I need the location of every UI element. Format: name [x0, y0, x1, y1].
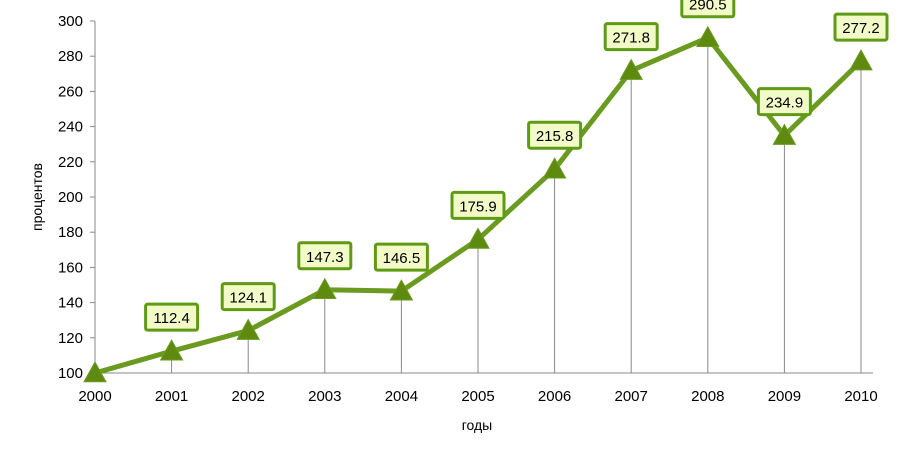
x-axis-title: годы	[462, 417, 493, 433]
data-point-marker	[236, 318, 261, 340]
data-label-box	[450, 190, 506, 220]
y-tick-label: 100	[58, 365, 83, 382]
data-label-box	[603, 22, 659, 52]
x-tick-label: 2007	[615, 388, 648, 405]
x-tick-label: 2008	[691, 388, 724, 405]
x-tick-label: 2009	[768, 388, 801, 405]
x-tick-label: 2000	[78, 388, 111, 405]
x-tick-label: 2001	[155, 388, 188, 405]
data-label: 175.9	[459, 198, 497, 215]
y-tick-label: 200	[58, 189, 83, 206]
y-axis-title: процентов	[29, 163, 45, 231]
x-tick-label: 2003	[308, 388, 341, 405]
series	[83, 25, 873, 383]
x-tick-label: 2005	[461, 388, 494, 405]
data-label-box	[756, 87, 812, 117]
data-point-marker	[695, 25, 720, 48]
data-point-marker	[466, 227, 490, 249]
data-point-marker	[389, 279, 414, 301]
data-label-box	[297, 241, 353, 271]
y-tick-label: 160	[58, 259, 83, 276]
data-point-marker	[542, 157, 567, 179]
data-label: 215.8	[536, 128, 574, 145]
drop-lines	[171, 37, 862, 373]
data-label: 277.2	[842, 20, 880, 37]
data-labels: 112.4 124.1 147.3 146.5 175.9 215.8 271.8 290.5…	[144, 0, 889, 332]
data-point-marker	[619, 58, 644, 80]
y-tick-label: 300	[58, 13, 83, 30]
data-label-box	[680, 0, 736, 19]
y-tick-label: 180	[58, 224, 83, 241]
y-tick-label: 260	[58, 83, 83, 100]
data-point-marker	[849, 49, 873, 71]
x-tick-label: 2004	[385, 388, 418, 405]
x-axis-ticks: 2000 2001 2002 2003 2004 2005 2006 2007 2008 2009…	[78, 388, 877, 405]
y-tick-label: 120	[58, 330, 83, 347]
data-label: 124.1	[229, 290, 267, 307]
data-point-marker	[159, 339, 184, 361]
data-label: 147.3	[306, 249, 344, 266]
data-label-box	[144, 302, 200, 332]
x-tick-label: 2006	[538, 388, 571, 405]
x-tick-label: 2010	[844, 388, 877, 405]
data-point-marker	[312, 277, 337, 300]
data-label: 112.4	[153, 310, 189, 327]
data-label-box	[373, 242, 429, 272]
data-label: 271.8	[612, 30, 650, 47]
y-tick-label: 240	[58, 119, 83, 136]
data-label-box	[527, 120, 583, 150]
y-tick-label: 220	[58, 154, 83, 171]
data-point-marker	[83, 360, 107, 383]
y-tick-label: 280	[58, 48, 83, 65]
data-label-box	[220, 282, 276, 312]
y-axis-ticks: 100 120 140 160 180 200 220 240 260 280 300	[58, 13, 95, 382]
data-label-box	[833, 12, 889, 42]
x-tick-label: 2002	[232, 388, 265, 405]
data-label: 290.5	[689, 0, 727, 14]
data-label: 234.9	[766, 95, 804, 112]
y-tick-label: 140	[58, 295, 83, 312]
data-point-marker	[772, 123, 797, 145]
data-label: 146.5	[383, 250, 421, 267]
